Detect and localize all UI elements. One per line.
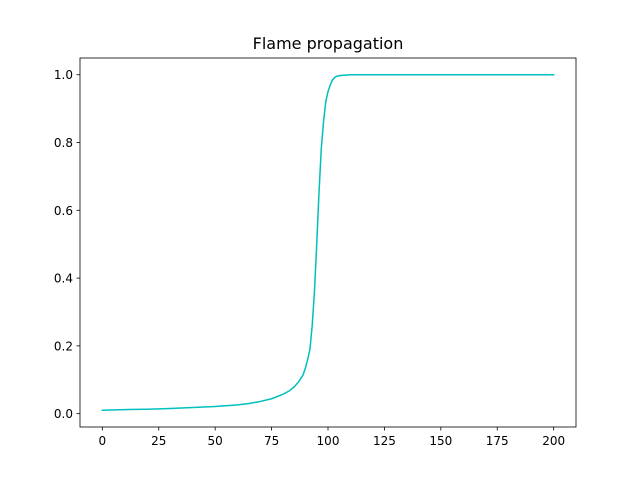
x-tick-label: 150 [429,434,452,448]
y-tick-label: 1.0 [54,68,73,82]
plot-area [79,57,577,428]
x-tick-label: 175 [486,434,509,448]
y-axis: 0.0 0.2 0.4 0.6 0.8 1.0 [54,68,80,421]
x-tick-label: 25 [151,434,166,448]
y-tick-label: 0.4 [54,272,73,286]
series-line-0 [101,73,555,412]
y-tick-label: 0.8 [54,136,73,150]
x-tick-label: 0 [99,434,107,448]
y-tick-label: 0.2 [54,339,73,353]
chart-title: Flame propagation [253,34,404,53]
x-axis: 0 25 50 75 100 125 150 175 200 [99,427,565,448]
x-tick-label: 50 [208,434,223,448]
x-tick-label: 100 [317,434,340,448]
x-tick-label: 200 [542,434,565,448]
y-tick-label: 0.6 [54,204,73,218]
x-tick-label: 125 [373,434,396,448]
x-tick-label: 75 [264,434,279,448]
y-tick-label: 0.0 [54,407,73,421]
axes-frame [79,57,577,428]
